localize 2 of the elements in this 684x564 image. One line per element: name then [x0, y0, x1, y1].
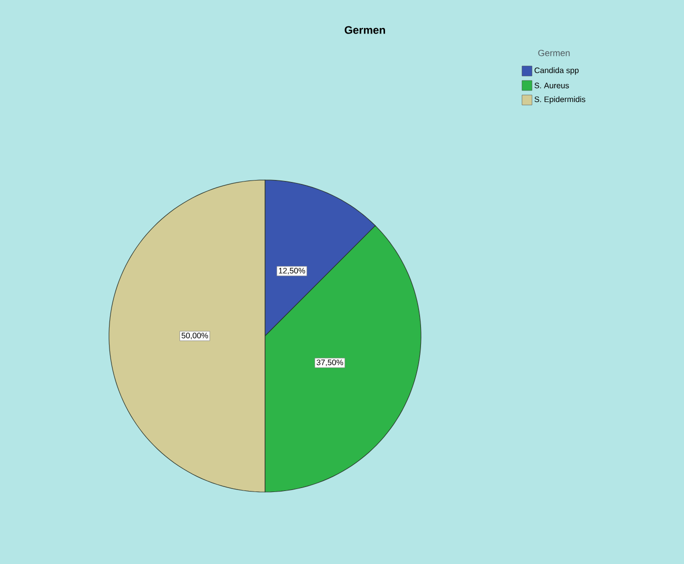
chart-title: Germen [344, 26, 386, 34]
legend-title: Germen [538, 50, 570, 56]
